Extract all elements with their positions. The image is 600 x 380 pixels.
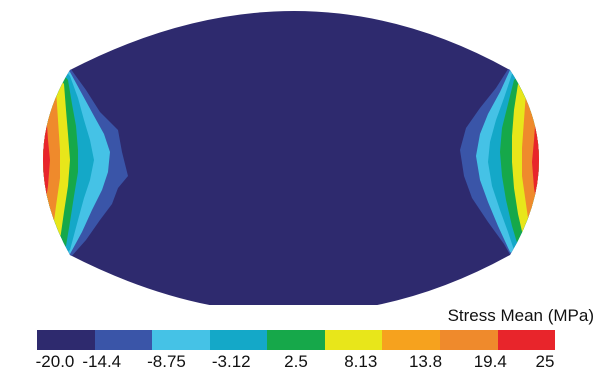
colorbar-tick-label: 25 xyxy=(535,352,555,371)
colorbar-tick-label: -20.0 xyxy=(35,352,75,371)
colorbar-segment xyxy=(267,330,325,350)
colorbar-tick-label: -8.75 xyxy=(147,352,186,371)
colorbar-segment xyxy=(439,330,498,350)
colorbar-tick-label: -14.4 xyxy=(82,352,122,371)
legend-title: Stress Mean (MPa) xyxy=(447,306,594,325)
colorbar-segment xyxy=(324,330,383,350)
colorbar-tick-label: 2.5 xyxy=(284,352,308,371)
right-band-red xyxy=(532,11,539,305)
stress-contour-plot xyxy=(43,11,539,305)
colorbar-segment xyxy=(152,330,210,350)
colorbar-tick-labels: -20.0 -14.4 -8.75 -3.12 2.5 8.13 13.8 19.4 25 xyxy=(0,352,600,376)
left-band-orange xyxy=(43,11,60,305)
colorbar-segment xyxy=(94,330,153,350)
colorbar-segment xyxy=(209,330,268,350)
colorbar-segment xyxy=(382,330,440,350)
specimen-cross-section xyxy=(43,11,539,305)
compressive-region xyxy=(43,11,539,305)
colorbar-segment xyxy=(37,330,95,350)
left-band-red xyxy=(43,11,50,305)
colorbar xyxy=(37,330,556,350)
colorbar-tick-label: 19.4 xyxy=(473,352,507,371)
colorbar-tick-label: 8.13 xyxy=(344,352,378,371)
colorbar-tick-label: 13.8 xyxy=(408,352,443,371)
colorbar-tick-label: -3.12 xyxy=(211,352,251,371)
colorbar-segment xyxy=(497,330,556,350)
